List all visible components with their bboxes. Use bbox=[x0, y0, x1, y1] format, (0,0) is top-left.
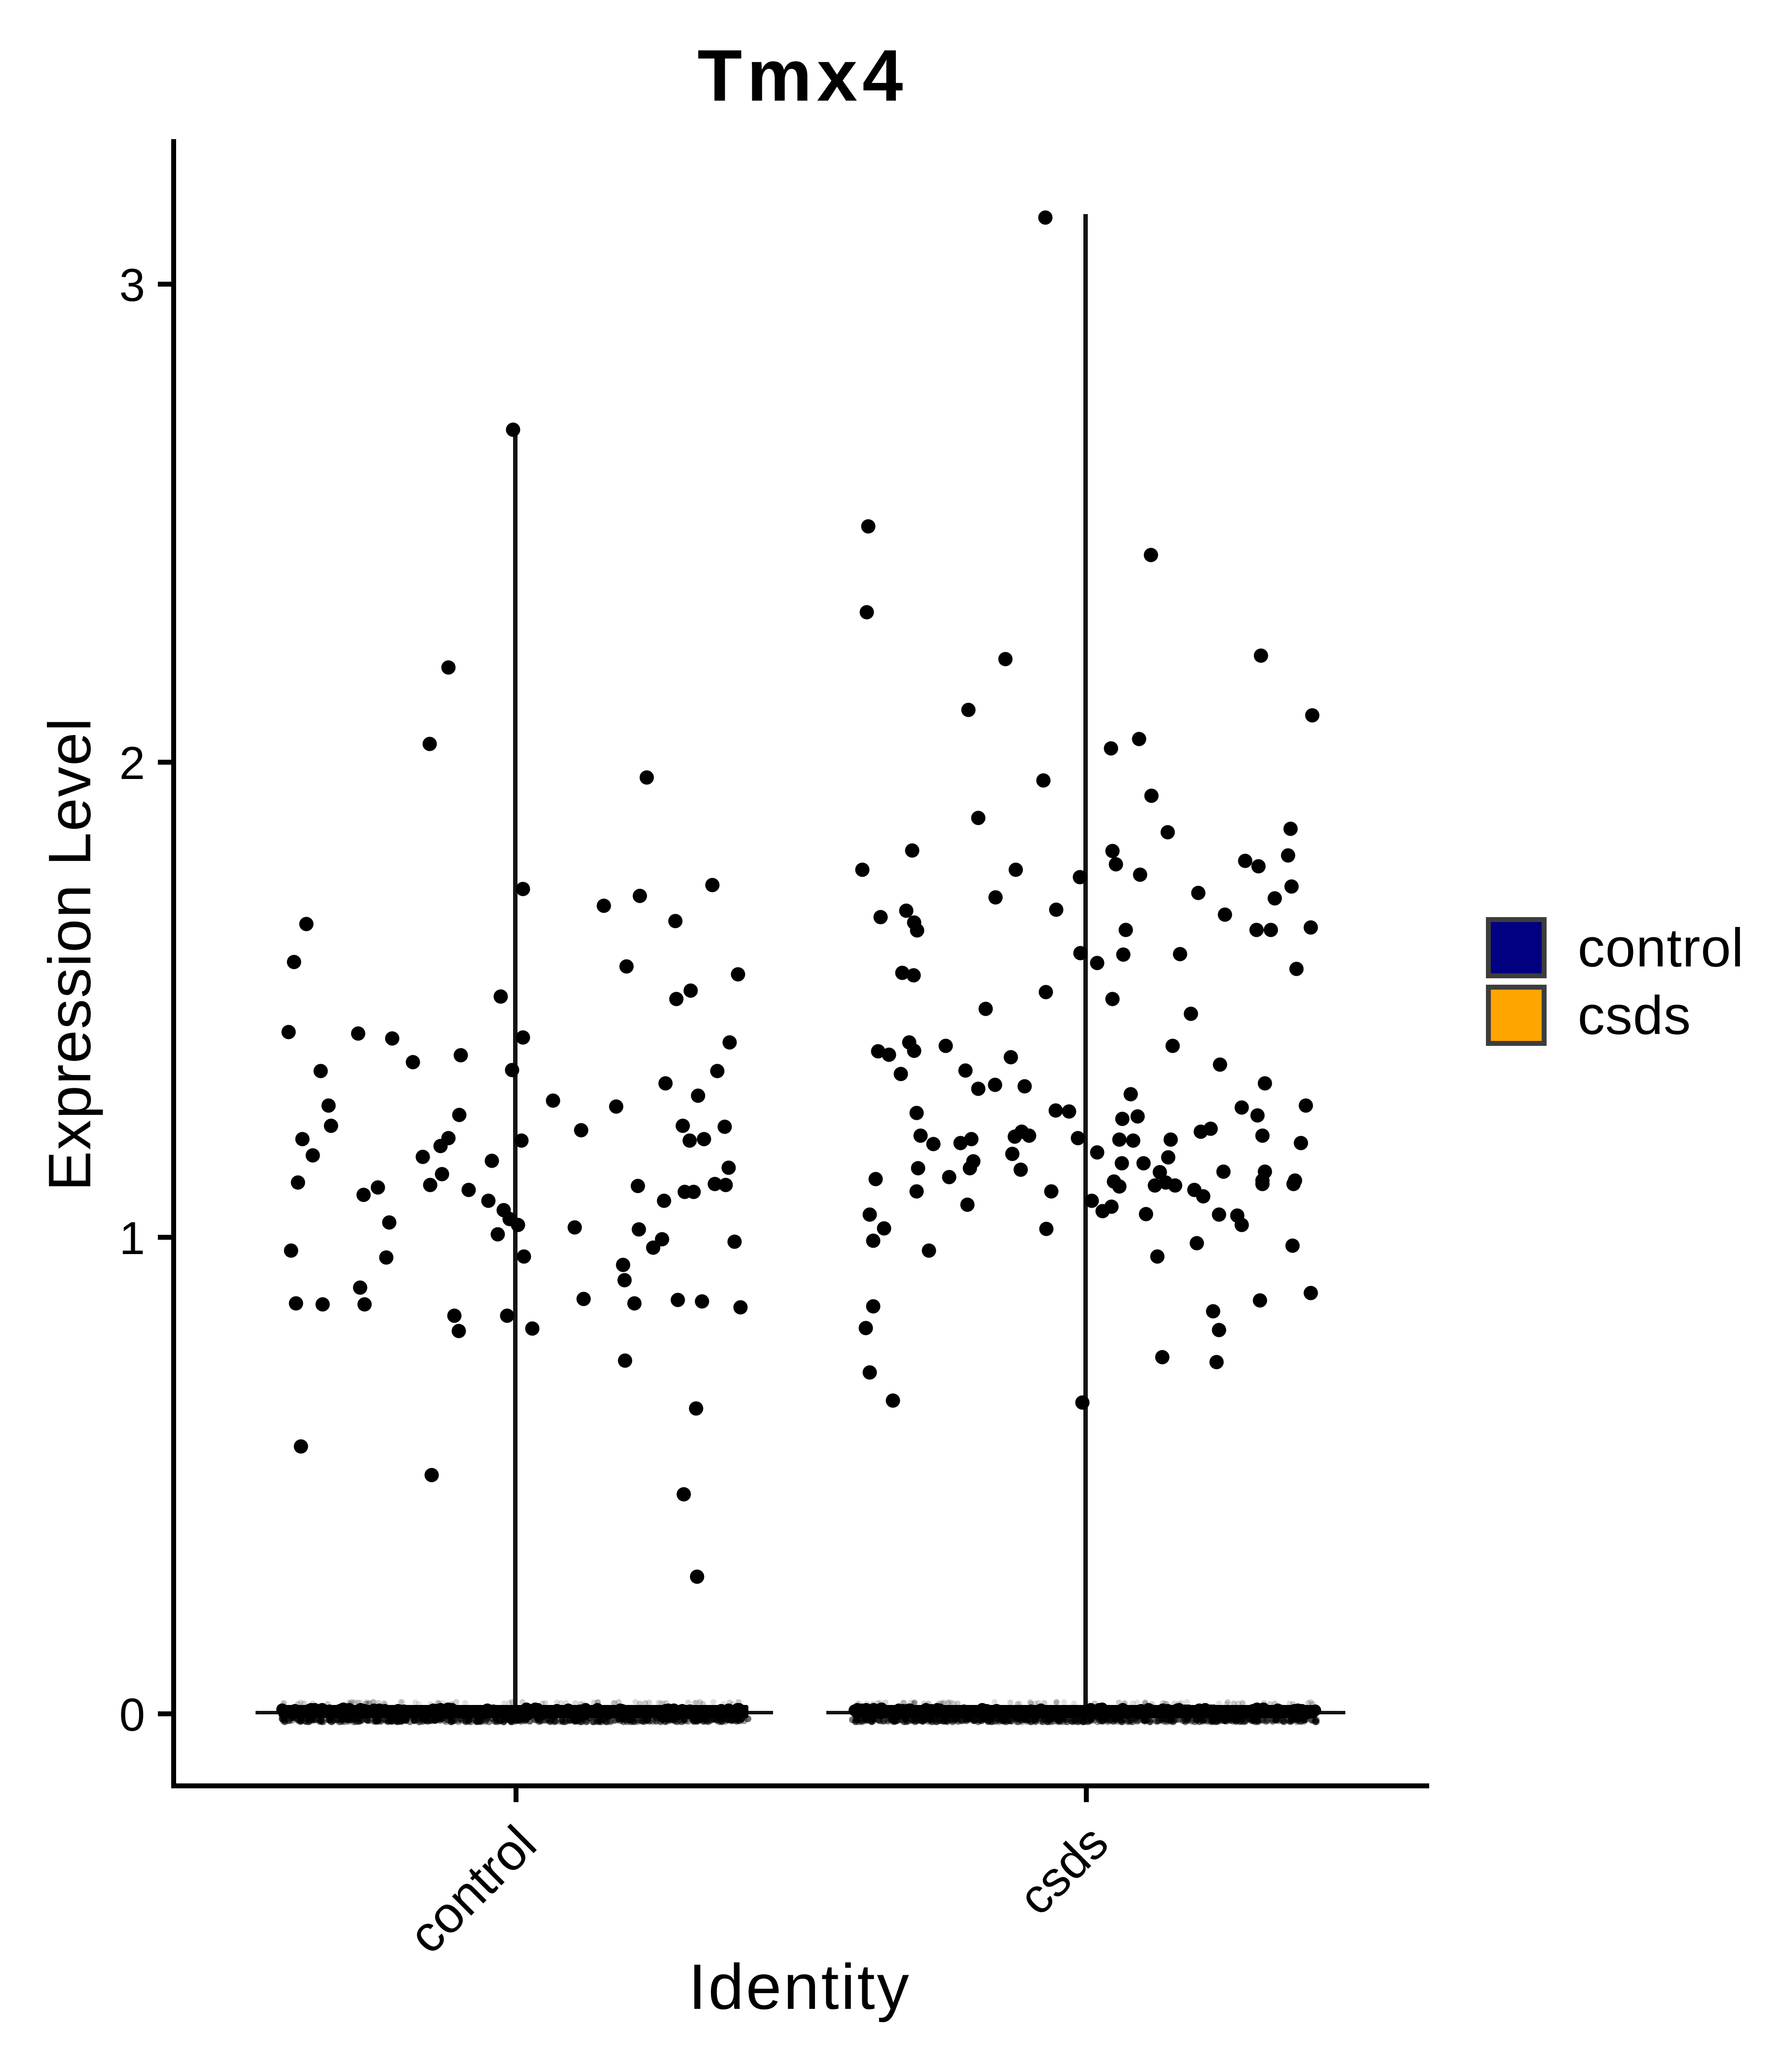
svg-text:csds: csds bbox=[1578, 985, 1691, 1046]
svg-text:3: 3 bbox=[119, 259, 145, 311]
svg-text:0: 0 bbox=[119, 1689, 145, 1740]
svg-text:Identity: Identity bbox=[688, 1951, 911, 2023]
svg-text:2: 2 bbox=[119, 737, 145, 789]
svg-text:1: 1 bbox=[119, 1212, 145, 1264]
svg-text:Expression Level: Expression Level bbox=[36, 717, 103, 1191]
svg-text:control: control bbox=[1578, 918, 1744, 978]
svg-text:Tmx4: Tmx4 bbox=[698, 35, 908, 116]
